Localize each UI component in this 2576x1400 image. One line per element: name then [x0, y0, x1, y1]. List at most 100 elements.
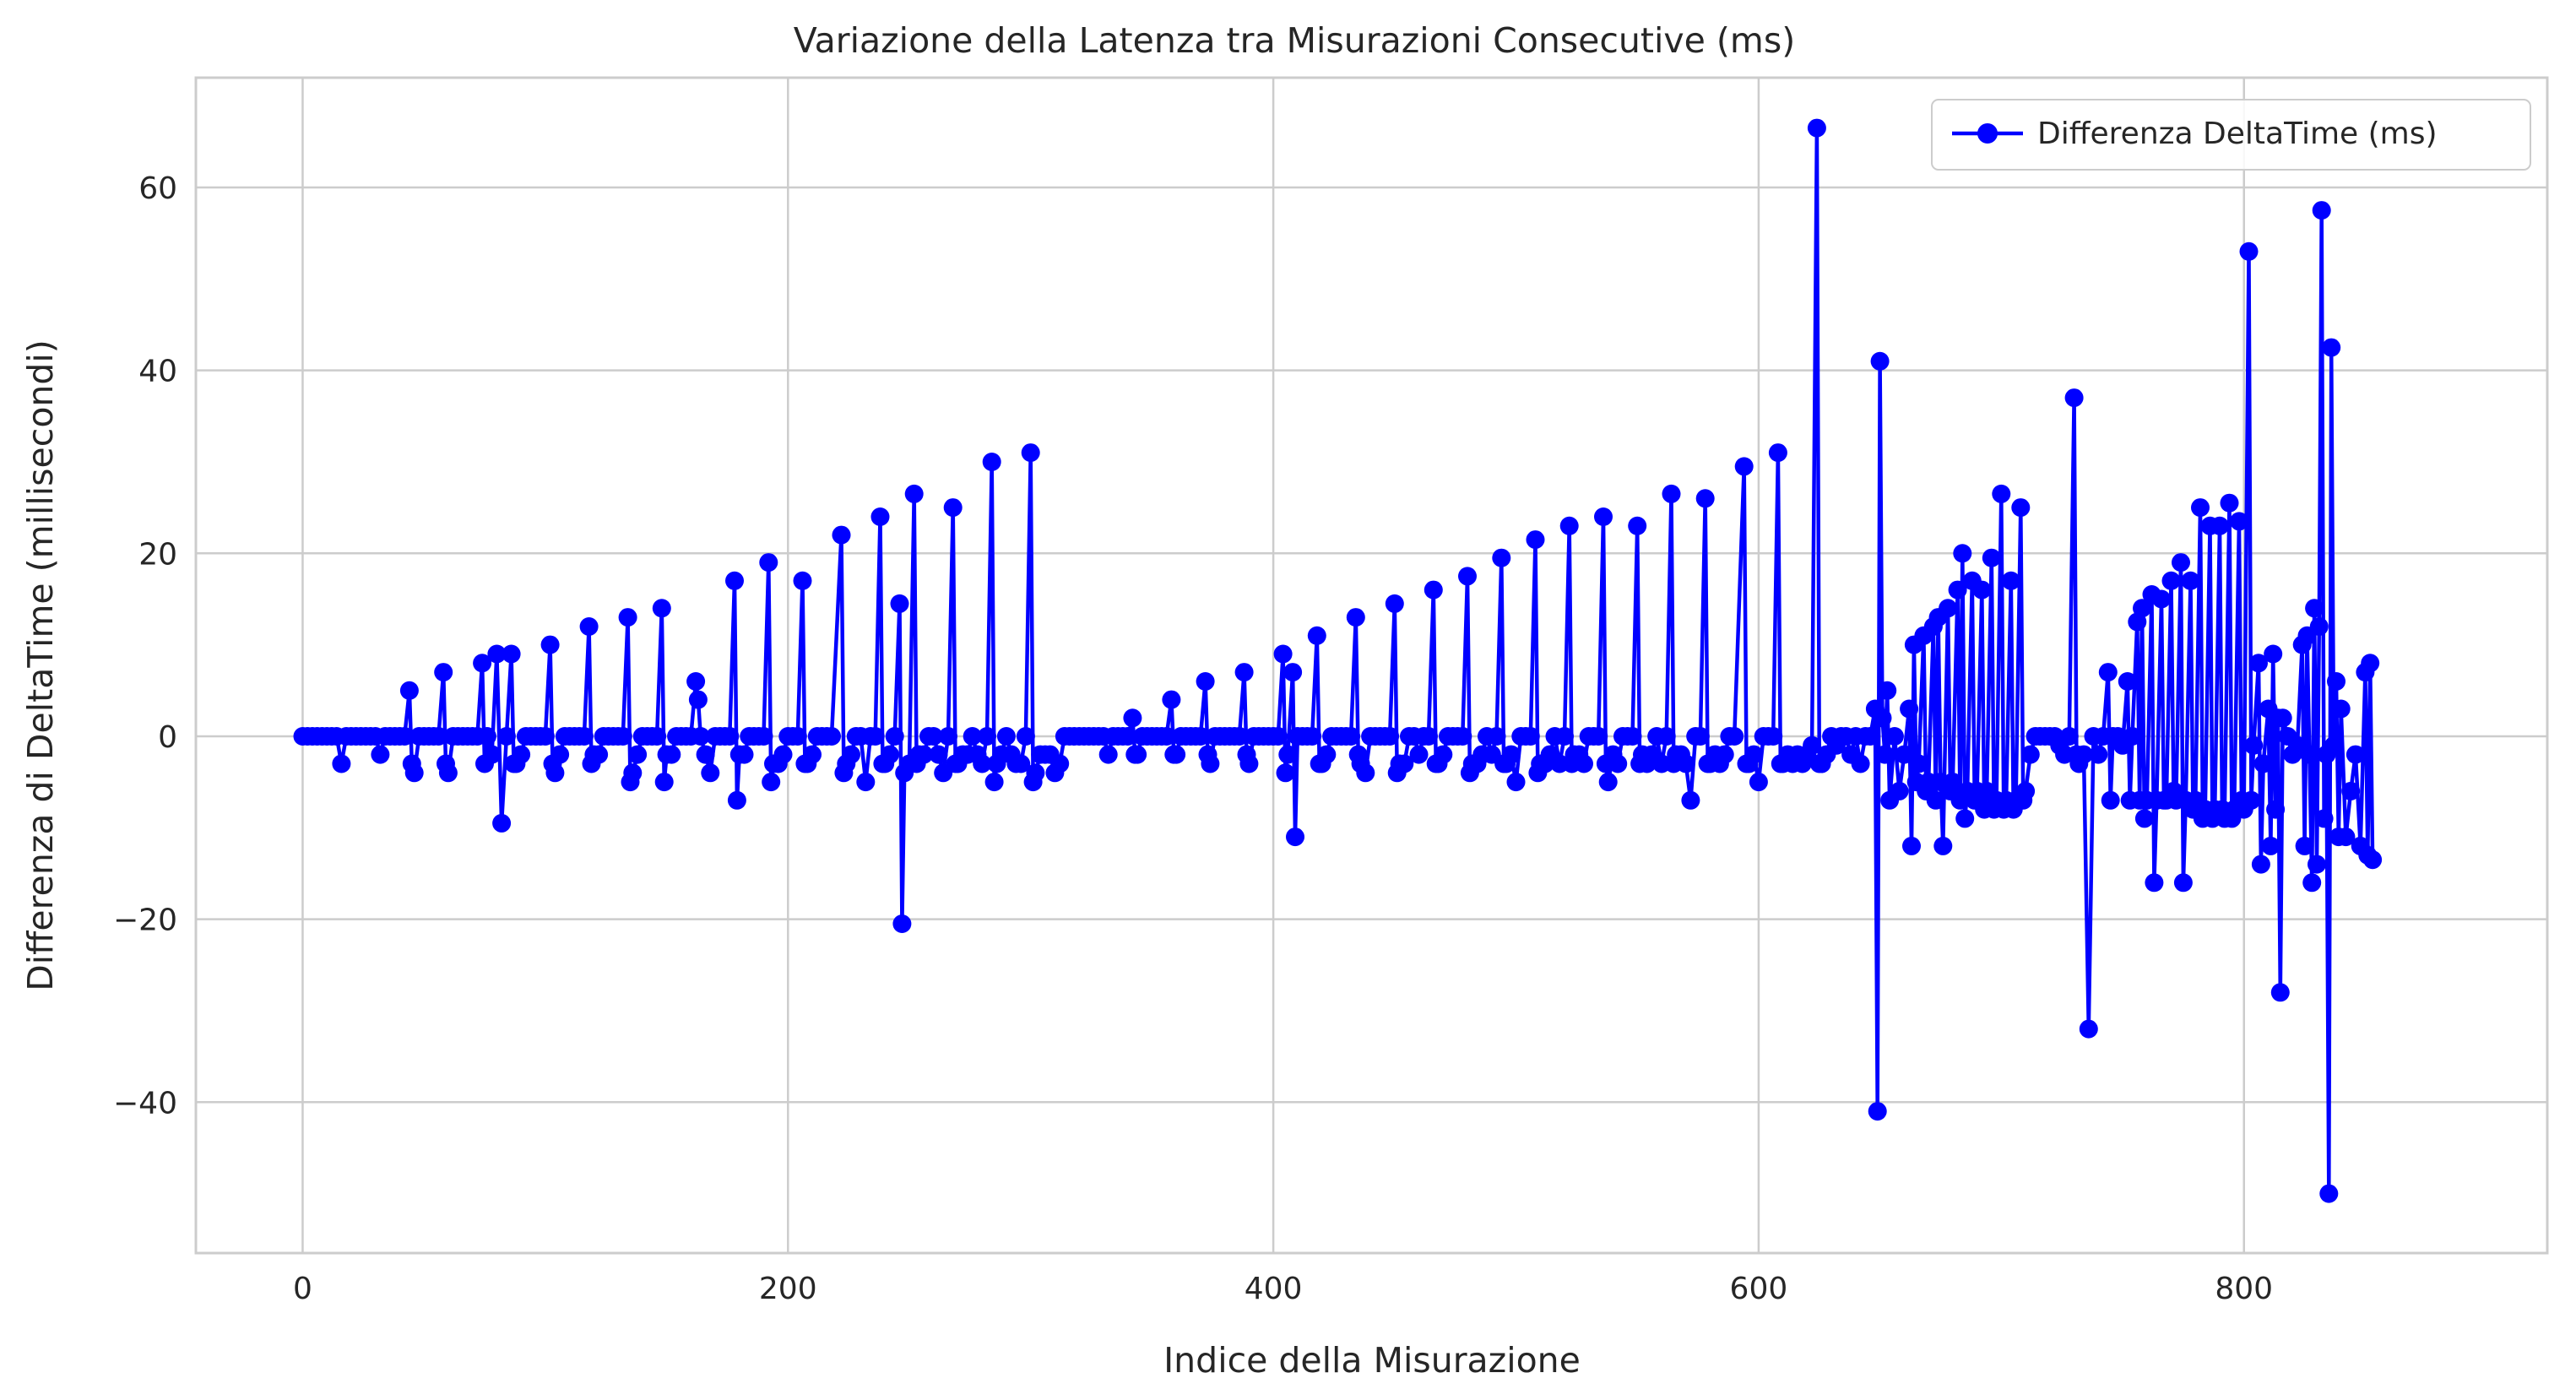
data-point — [2305, 599, 2324, 618]
data-point — [395, 727, 415, 746]
data-point — [2161, 571, 2181, 590]
data-point — [1861, 727, 1880, 746]
data-point — [735, 745, 754, 764]
data-point — [1902, 836, 1921, 855]
data-point — [1875, 745, 1895, 764]
data-point — [1283, 663, 1303, 682]
data-point — [2363, 850, 2383, 870]
data-point — [1356, 763, 1375, 783]
data-point — [1434, 745, 1453, 764]
data-point — [788, 727, 807, 746]
data-point — [2253, 754, 2273, 773]
data-point — [1286, 828, 1304, 847]
data-point — [1487, 727, 1506, 746]
data-point — [2322, 338, 2341, 357]
data-point — [1953, 544, 1972, 563]
x-axis-label: Indice della Misurazione — [1163, 1340, 1581, 1381]
data-point — [512, 745, 531, 764]
data-point — [1594, 507, 1613, 526]
y-axis-label: Differenza di DeltaTime (millisecondi) — [20, 339, 61, 991]
data-point — [1608, 754, 1628, 773]
data-point — [1676, 754, 1695, 773]
x-tick-labels: 0 200 400 600 800 — [293, 1272, 2273, 1306]
data-point — [1201, 754, 1220, 773]
data-point — [1234, 663, 1254, 682]
legend-label: Differenza DeltaTime (ms) — [2037, 117, 2438, 151]
data-point — [996, 727, 1016, 746]
data-point — [399, 681, 419, 700]
data-point — [924, 727, 943, 746]
data-point — [1575, 754, 1593, 773]
data-point — [2089, 745, 2108, 764]
data-point — [2210, 516, 2229, 535]
data-point — [662, 745, 681, 764]
data-point — [1419, 727, 1438, 746]
data-point — [540, 635, 560, 654]
data-point — [1395, 754, 1414, 773]
data-point — [1851, 754, 1870, 773]
data-point — [623, 763, 643, 783]
data-point — [1123, 708, 1142, 728]
data-point — [2295, 836, 2314, 855]
data-point — [1948, 580, 1967, 600]
data-point — [754, 727, 773, 746]
data-point — [1167, 745, 1186, 764]
data-point — [1276, 763, 1295, 783]
data-point — [2336, 828, 2356, 847]
data-point — [1157, 727, 1176, 746]
data-point — [1982, 548, 2001, 567]
data-point — [1506, 773, 1526, 792]
data-point — [688, 690, 708, 709]
data-point — [832, 525, 851, 545]
data-point — [1803, 735, 1822, 755]
data-point — [1926, 790, 1945, 810]
data-point — [1278, 745, 1298, 764]
data-point — [487, 644, 507, 664]
data-point — [1385, 594, 1404, 613]
data-point — [2123, 727, 2142, 746]
data-point — [1162, 690, 1181, 709]
y-tick-labels: −40 −20 0 20 40 60 — [113, 171, 177, 1121]
data-point — [404, 763, 424, 783]
data-point — [1118, 727, 1137, 746]
data-point — [1229, 727, 1249, 746]
data-point — [2331, 699, 2351, 719]
data-point — [881, 745, 899, 764]
data-point — [1939, 599, 1958, 618]
data-point — [477, 727, 496, 746]
data-point — [904, 484, 924, 503]
data-point — [550, 745, 570, 764]
data-point — [2059, 727, 2079, 746]
data-point — [2341, 781, 2361, 800]
data-point — [2270, 983, 2290, 1002]
legend-marker-swatch — [1977, 123, 1998, 144]
legend: Differenza DeltaTime (ms) — [1931, 99, 2531, 171]
data-point — [1690, 727, 1710, 746]
data-point — [1273, 644, 1293, 664]
data-point — [978, 727, 996, 746]
data-point — [1559, 516, 1579, 535]
data-point — [1424, 580, 1443, 600]
data-point — [2191, 498, 2210, 518]
data-point — [870, 507, 890, 526]
data-point — [2101, 790, 2120, 810]
data-point — [2172, 553, 2190, 572]
data-point — [2016, 781, 2036, 800]
y-tick-label: 20 — [138, 537, 177, 572]
series-layer — [293, 118, 2383, 1203]
data-point — [793, 571, 812, 590]
data-point — [890, 594, 909, 613]
data-point — [1895, 745, 1914, 764]
y-tick-label: 0 — [158, 720, 177, 755]
data-point — [2181, 571, 2200, 590]
data-point — [2261, 836, 2280, 855]
data-point — [1098, 745, 1118, 764]
data-point — [1764, 727, 1783, 746]
data-point — [1521, 727, 1540, 746]
data-point — [2319, 1184, 2339, 1203]
data-point — [727, 790, 746, 810]
data-point — [2020, 745, 2040, 764]
data-point — [2220, 493, 2239, 513]
data-point — [1870, 351, 1890, 371]
